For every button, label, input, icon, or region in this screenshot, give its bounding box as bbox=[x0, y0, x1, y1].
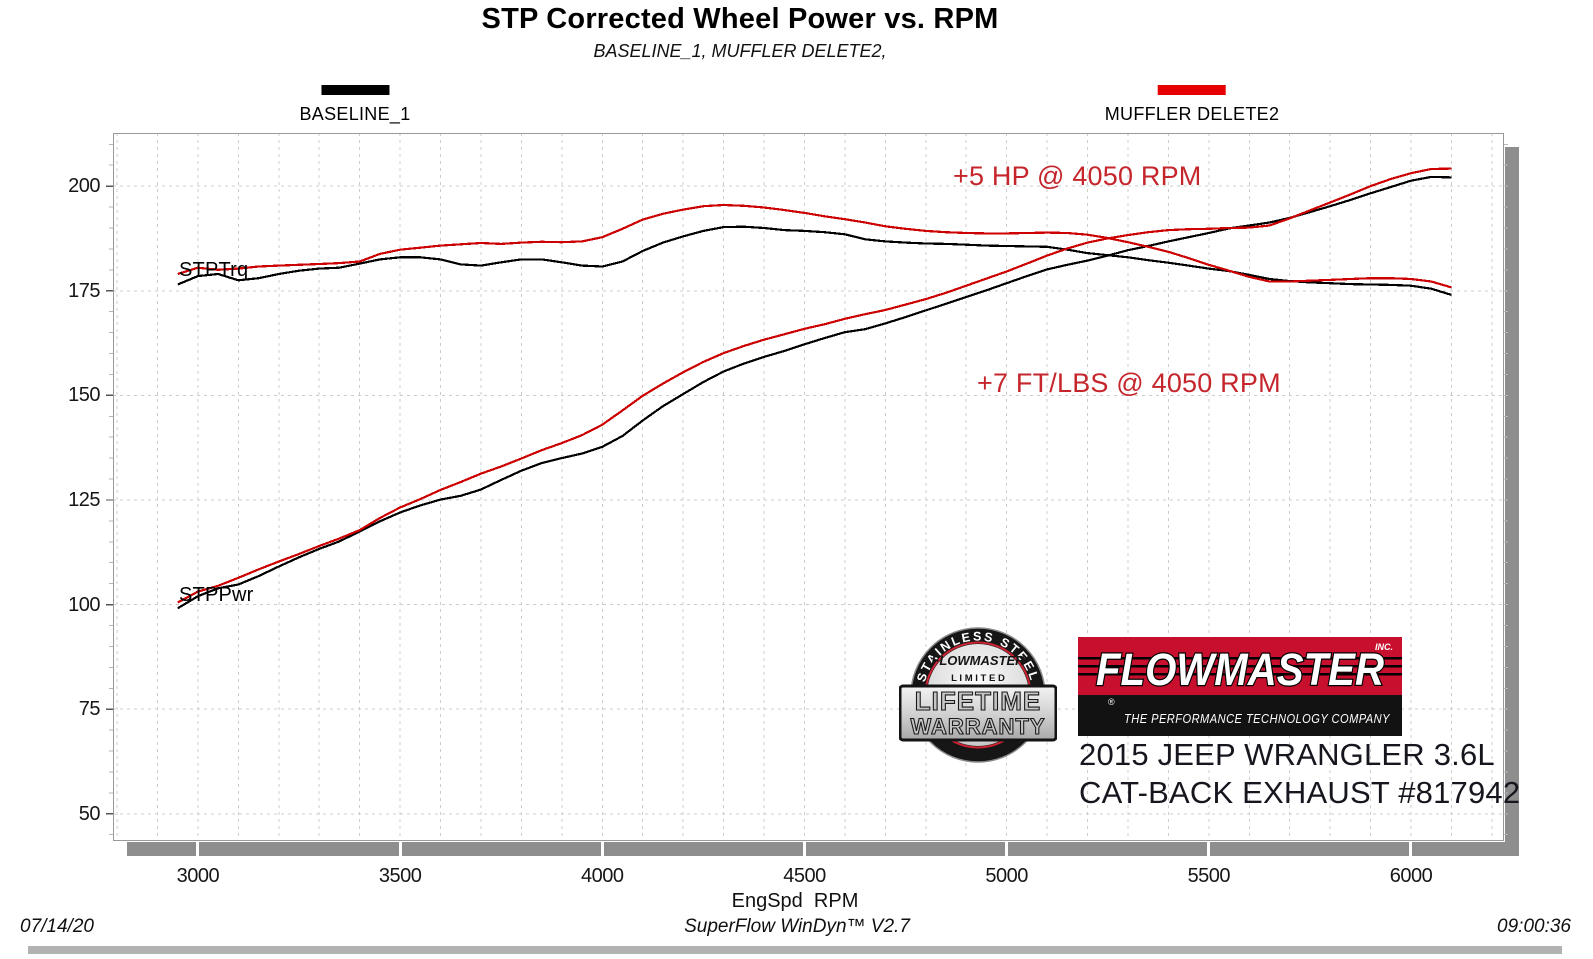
x-axis-title: EngSpd RPM bbox=[731, 890, 859, 912]
logo-stripe bbox=[1078, 665, 1402, 668]
legend-swatch-muffler-delete bbox=[1157, 85, 1226, 95]
legend-muffler-delete: MUFFLER DELETE2 bbox=[1105, 85, 1280, 125]
x-tick-label: 5000 bbox=[985, 865, 1028, 887]
flowmaster-logo: FLOWMASTER INC. ® THE PERFORMANCE TECHNO… bbox=[1078, 637, 1402, 736]
x-major-tick bbox=[398, 842, 402, 856]
logo-registered-mark: ® bbox=[1108, 697, 1115, 707]
torque-curves-label: STPTrq bbox=[179, 259, 249, 281]
logo-inc-text: INC. bbox=[1375, 642, 1393, 652]
x-major-tick bbox=[802, 842, 806, 856]
y-tick-label: 50 bbox=[78, 802, 101, 825]
x-major-tick bbox=[1005, 842, 1009, 856]
x-tick-label: 4500 bbox=[783, 865, 826, 887]
page-subtitle: BASELINE_1, MUFFLER DELETE2, bbox=[593, 41, 887, 61]
x-tick-label: 4000 bbox=[581, 865, 624, 887]
logo-tagline: THE PERFORMANCE TECHNOLOGY COMPANY bbox=[1124, 712, 1391, 726]
page-title: STP Corrected Wheel Power vs. RPM bbox=[481, 3, 999, 35]
badge-limited-text: L I M I T E D bbox=[951, 673, 1005, 684]
logo-brand-text: FLOWMASTER bbox=[1096, 644, 1384, 695]
y-tick-label: 75 bbox=[78, 698, 101, 721]
x-major-tick bbox=[1207, 842, 1211, 856]
legend-label-muffler-delete: MUFFLER DELETE2 bbox=[1104, 104, 1280, 124]
logo-black-band bbox=[1078, 695, 1402, 736]
legend-baseline: BASELINE_1 bbox=[299, 85, 410, 125]
y-tick-label: 175 bbox=[68, 279, 100, 302]
series-muffler-delete2-stptrq-ft-lbs- bbox=[177, 203, 1452, 289]
x-tick-label: 6000 bbox=[1389, 865, 1433, 887]
y-tick-label: 125 bbox=[68, 488, 100, 511]
vehicle-info: 2015 JEEP WRANGLER 3.6L CAT-BACK EXHAUST… bbox=[1079, 736, 1520, 812]
footer-date: 07/14/20 bbox=[20, 916, 94, 937]
x-major-tick bbox=[196, 842, 200, 856]
x-tick-label: 3500 bbox=[378, 865, 422, 887]
logo-stripe bbox=[1078, 657, 1402, 660]
badge-warranty-text: WARRANTY bbox=[910, 714, 1045, 739]
footer-time: 09:00:36 bbox=[1497, 916, 1571, 937]
power-curves-label: STPPwr bbox=[179, 584, 254, 606]
series-muffler-delete2-stppwr-hp- bbox=[177, 167, 1452, 604]
y-tick-label: 100 bbox=[68, 593, 100, 616]
plot-shadow-bottom bbox=[127, 842, 1519, 856]
badge-brand-text: FLOWMASTER bbox=[931, 653, 1025, 668]
lifetime-warranty-badge: STAINLESS STEEL FLOWMASTER L I M I T E D… bbox=[899, 627, 1057, 763]
x-major-tick bbox=[600, 842, 604, 856]
plot-border bbox=[113, 133, 1504, 841]
legend-swatch-baseline bbox=[321, 85, 389, 95]
badge-lifetime-text: LIFETIME bbox=[915, 686, 1041, 716]
vehicle-line2: CAT-BACK EXHAUST #817942 bbox=[1079, 775, 1521, 810]
x-major-tick bbox=[1409, 842, 1413, 856]
legend-label-baseline: BASELINE_1 bbox=[299, 104, 411, 124]
hp-gain-annotation: +5 HP @ 4050 RPM bbox=[953, 161, 1202, 191]
x-tick-label: 5500 bbox=[1187, 865, 1231, 887]
series-baseline-1-stptrq-ft-lbs- bbox=[177, 225, 1452, 296]
bottom-edge-bar bbox=[28, 946, 1562, 954]
torque-gain-annotation: +7 FT/LBS @ 4050 RPM bbox=[977, 368, 1281, 398]
y-tick-label: 150 bbox=[68, 384, 100, 407]
vehicle-line1: 2015 JEEP WRANGLER 3.6L bbox=[1079, 737, 1495, 772]
x-tick-label: 3000 bbox=[176, 865, 220, 887]
badge-banner bbox=[899, 684, 1057, 742]
footer-software: SuperFlow WinDyn™ V2.7 bbox=[684, 916, 910, 937]
logo-stripe bbox=[1078, 673, 1402, 676]
y-tick-label: 200 bbox=[68, 175, 100, 198]
plot-shadow-right bbox=[1505, 147, 1519, 856]
